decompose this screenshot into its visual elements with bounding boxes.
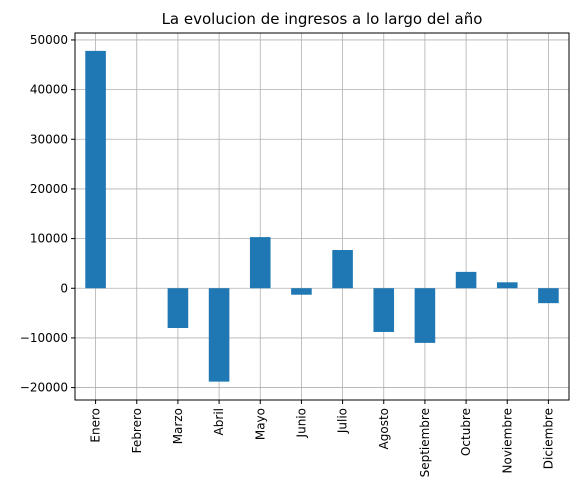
bar-agosto bbox=[373, 288, 395, 332]
bar-diciembre bbox=[538, 288, 559, 304]
y-tick-label: 20000 bbox=[30, 182, 68, 196]
chart-title: La evolucion de ingresos a lo largo del … bbox=[162, 10, 483, 28]
bar-noviembre bbox=[496, 282, 518, 289]
x-tick-label: Julio bbox=[336, 408, 350, 434]
bar-junio bbox=[291, 288, 312, 295]
y-tick-label: 0 bbox=[60, 281, 68, 295]
x-tick-label: Diciembre bbox=[541, 408, 555, 469]
x-tick-label: Marzo bbox=[171, 408, 185, 444]
bar-marzo bbox=[167, 288, 189, 328]
x-tick-label: Junio bbox=[294, 408, 308, 438]
x-tick-label: Mayo bbox=[253, 408, 267, 440]
x-tick-label: Febrero bbox=[130, 408, 144, 453]
bar-octubre bbox=[455, 271, 477, 289]
plot-frame bbox=[74, 32, 570, 401]
x-tick-label: Septiembre bbox=[418, 408, 432, 477]
x-tick-label: Abril bbox=[212, 408, 226, 435]
y-tick-label: 50000 bbox=[30, 33, 68, 47]
x-axis: Enero Febrero Marzo Abril Mayo Junio Julio Agos… bbox=[89, 400, 555, 477]
y-tick-label: −10000 bbox=[20, 331, 68, 345]
x-tick-label: Agosto bbox=[377, 408, 391, 449]
bar-septiembre bbox=[414, 288, 436, 343]
bar-mayo bbox=[249, 237, 271, 289]
bar-julio bbox=[332, 250, 353, 289]
x-tick-label: Enero bbox=[89, 408, 103, 443]
x-tick-label: Noviembre bbox=[500, 408, 514, 474]
y-axis: −20000 −10000 0 10000 20000 30000 40000 50000 bbox=[20, 33, 75, 395]
bar-enero bbox=[85, 50, 106, 289]
y-tick-label: 10000 bbox=[30, 232, 68, 246]
bars-group bbox=[85, 50, 559, 382]
y-tick-label: 40000 bbox=[30, 83, 68, 97]
bar-abril bbox=[208, 288, 230, 382]
y-tick-label: −20000 bbox=[20, 381, 68, 395]
x-tick-label: Octubre bbox=[459, 408, 473, 456]
y-tick-label: 30000 bbox=[30, 132, 68, 146]
grid-lines bbox=[75, 33, 569, 400]
